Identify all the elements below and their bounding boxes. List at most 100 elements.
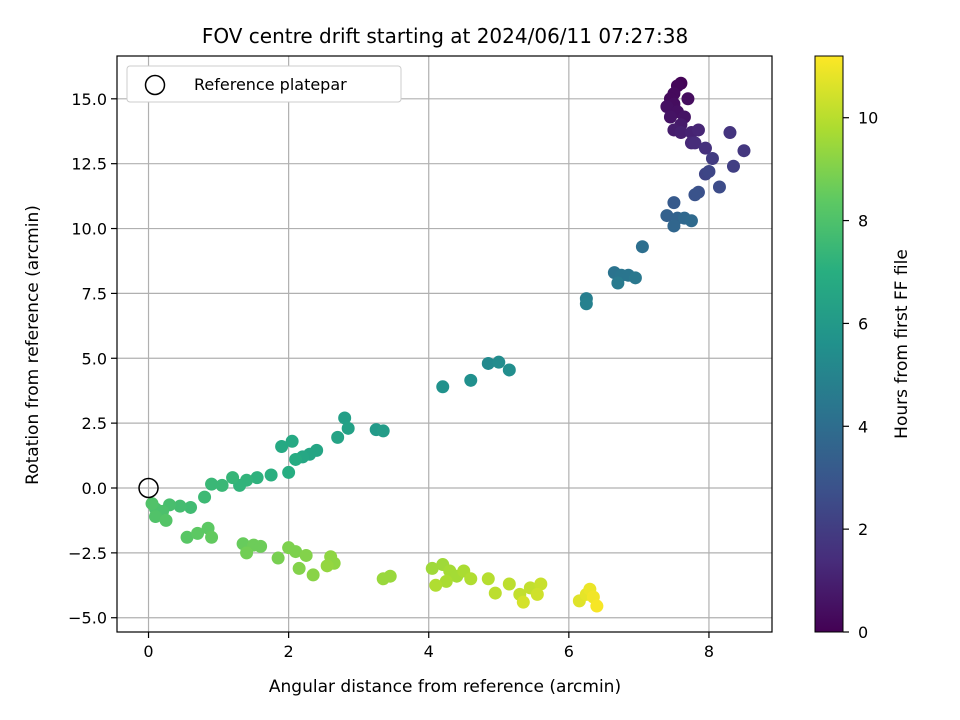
data-point	[191, 526, 205, 540]
data-point	[481, 356, 495, 370]
data-point	[660, 100, 674, 114]
data-point	[628, 271, 642, 285]
data-point	[331, 430, 345, 444]
colorbar-gradient	[814, 55, 844, 633]
data-point	[705, 151, 719, 165]
data-point	[275, 439, 289, 453]
data-point	[289, 545, 303, 559]
data-point	[481, 572, 495, 586]
legend-box	[126, 65, 402, 103]
data-point	[723, 126, 737, 140]
x-axis-ticks: 0 2 4 6 8	[143, 632, 714, 661]
y-tick-label: 15.0	[71, 90, 107, 109]
grid	[117, 56, 772, 632]
data-point	[516, 595, 530, 609]
data-point	[663, 110, 677, 124]
data-point	[590, 599, 604, 613]
x-tick-label: 0	[143, 642, 153, 661]
data-point	[341, 421, 355, 435]
data-point	[205, 530, 219, 544]
y-tick-label: 12.5	[71, 155, 107, 174]
data-point	[159, 513, 173, 527]
colorbar-tick-label: 0	[858, 623, 868, 642]
data-point	[688, 188, 702, 202]
colorbar: 0 2 4 6 8 10 Hours from first FF file	[814, 55, 912, 642]
data-point	[534, 577, 548, 591]
y-axis-label: Rotation from reference (arcmin)	[23, 205, 43, 485]
data-point	[285, 434, 299, 448]
data-point	[425, 561, 439, 575]
chart-title: FOV centre drift starting at 2024/06/11 …	[202, 24, 688, 48]
colorbar-tick-label: 8	[858, 212, 868, 231]
data-point	[530, 587, 544, 601]
data-point	[684, 214, 698, 228]
data-point	[492, 355, 506, 369]
data-point	[667, 196, 681, 210]
data-point	[702, 164, 716, 178]
data-point	[611, 276, 625, 290]
plot-frame	[116, 55, 773, 633]
colorbar-tick-label: 2	[858, 520, 868, 539]
data-points	[138, 76, 751, 613]
y-tick-label: 2.5	[82, 414, 107, 433]
data-point	[198, 490, 212, 504]
data-point	[674, 126, 688, 140]
data-point	[502, 363, 516, 377]
data-point	[292, 561, 306, 575]
data-point	[299, 548, 313, 562]
reference-platepar-marker	[138, 477, 159, 499]
data-point	[681, 92, 695, 106]
x-axis-label: Angular distance from reference (arcmin)	[269, 677, 621, 697]
y-axis-ticks: −5.0 −2.5 0.0 2.5 5.0 7.5 10.0 12.5 15.0	[68, 90, 117, 628]
data-point	[464, 373, 478, 387]
data-point	[376, 424, 390, 438]
x-tick-label: 2	[284, 642, 294, 661]
data-point	[464, 572, 478, 586]
data-point	[502, 577, 516, 591]
data-point	[173, 499, 187, 513]
legend-marker-open-circle	[144, 74, 166, 96]
data-point	[338, 411, 352, 425]
data-point	[726, 159, 740, 173]
y-tick-label: −2.5	[68, 544, 107, 563]
y-tick-label: 0.0	[82, 479, 107, 498]
data-point	[429, 578, 443, 592]
data-point	[691, 123, 705, 137]
data-point	[306, 568, 320, 582]
data-point	[282, 465, 296, 479]
y-tick-label: 5.0	[82, 349, 107, 368]
data-point	[688, 136, 702, 150]
colorbar-label: Hours from first FF file	[892, 249, 912, 439]
data-point	[436, 380, 450, 394]
data-point	[215, 478, 229, 492]
data-point	[289, 452, 303, 466]
legend-label: Reference platepar	[194, 75, 347, 94]
data-point	[226, 471, 240, 485]
legend: Reference platepar	[126, 65, 402, 103]
y-tick-label: 7.5	[82, 284, 107, 303]
data-point	[635, 240, 649, 254]
data-point	[254, 539, 268, 553]
x-tick-label: 8	[704, 642, 714, 661]
data-point	[660, 209, 674, 223]
data-point	[579, 297, 593, 311]
y-tick-label: 10.0	[71, 220, 107, 239]
data-point	[240, 546, 254, 560]
data-point	[667, 219, 681, 233]
data-point	[180, 530, 194, 544]
data-point	[383, 569, 397, 583]
data-point	[271, 551, 285, 565]
x-tick-label: 4	[424, 642, 434, 661]
data-point	[205, 477, 219, 491]
colorbar-tick-label: 4	[858, 417, 868, 436]
data-point	[184, 500, 198, 514]
y-tick-label: −5.0	[68, 609, 107, 628]
data-point	[145, 497, 159, 511]
data-point	[698, 141, 712, 155]
colorbar-tick-label: 6	[858, 314, 868, 333]
data-point	[264, 468, 278, 482]
x-tick-label: 6	[564, 642, 574, 661]
data-point	[149, 510, 163, 524]
data-point	[737, 144, 751, 158]
